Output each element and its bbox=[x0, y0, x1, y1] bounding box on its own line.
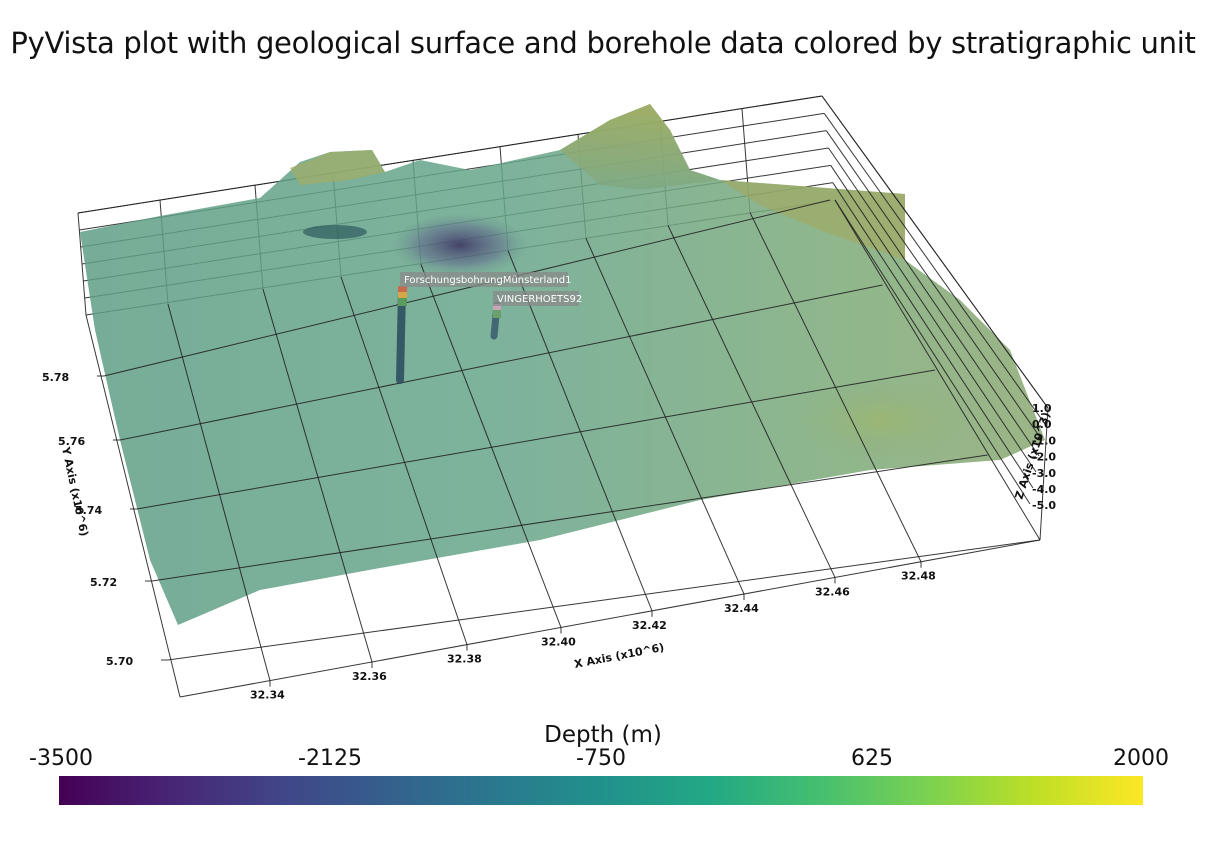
y-tick-label: 5.76 bbox=[58, 435, 85, 448]
x-axis-title: X Axis (x10^6) bbox=[573, 641, 665, 671]
x-tick-label: 32.34 bbox=[250, 689, 285, 702]
z-tick-label: -4.0 bbox=[1032, 483, 1056, 496]
grid-floor bbox=[85, 199, 1041, 698]
x-gridline bbox=[262, 289, 373, 663]
z-tick-label: -2.0 bbox=[1032, 451, 1056, 464]
colorbar-tick-label: 2000 bbox=[1113, 746, 1169, 771]
svg-text:ForschungsbohrungMünsterland1: ForschungsbohrungMünsterland1 bbox=[404, 275, 572, 286]
surface-highlight bbox=[790, 380, 970, 460]
x-gridline bbox=[420, 264, 562, 628]
x-gridline bbox=[667, 225, 836, 578]
z-gridline-right bbox=[832, 182, 1034, 489]
borehole-forschungsbohrung[interactable] bbox=[396, 286, 407, 384]
x-gridline bbox=[167, 303, 271, 681]
y-axis-title: Y Axis (x10^6) bbox=[59, 445, 91, 538]
grid-right-wall bbox=[821, 95, 1049, 541]
z-gridline-right bbox=[834, 199, 1031, 505]
z-tick-label: -3.0 bbox=[1032, 467, 1056, 480]
z-gridline-right bbox=[825, 130, 1043, 441]
colorbar-tick-label: 625 bbox=[851, 746, 893, 771]
colorbar-tick-label: -3500 bbox=[29, 746, 93, 771]
chart-title: PyVista plot with geological surface and… bbox=[10, 26, 1196, 60]
floor-front-edge bbox=[179, 539, 1041, 698]
borehole-label-vingerhoets: VINGERHOETS92 bbox=[493, 291, 582, 306]
colorbar-tick-label: -2125 bbox=[298, 746, 362, 771]
y-tick-label: 5.78 bbox=[42, 371, 69, 384]
x-tick-label: 32.48 bbox=[901, 570, 936, 583]
floor-left-edge bbox=[85, 314, 181, 698]
z-tick-label: -1.0 bbox=[1032, 434, 1056, 447]
z-gridline-right bbox=[830, 165, 1037, 473]
z-gridline-right bbox=[828, 147, 1040, 457]
x-tick-label: 32.36 bbox=[352, 670, 387, 683]
y-gridline bbox=[151, 454, 988, 582]
x-tick-label: 32.46 bbox=[815, 585, 850, 598]
colorbar-tick-label: -750 bbox=[576, 746, 626, 771]
x-tick-label: 32.44 bbox=[724, 602, 759, 615]
x-gridline bbox=[585, 238, 745, 595]
y-tick-label: 5.72 bbox=[90, 576, 117, 589]
geological-surface bbox=[80, 104, 1045, 625]
surface-depression-small bbox=[303, 225, 367, 239]
borehole-vingerhoets[interactable] bbox=[490, 301, 501, 340]
y-gridline bbox=[103, 199, 831, 377]
x-gridline bbox=[507, 250, 653, 612]
y-gridline bbox=[167, 539, 1041, 661]
borehole-label-forschungsbohrung: ForschungsbohrungMünsterland1 bbox=[400, 272, 572, 287]
right-bottom-edge bbox=[834, 199, 1041, 541]
x-tick-label: 32.40 bbox=[541, 635, 576, 648]
x-gridline bbox=[340, 276, 468, 645]
z-tick-label: 1.0 bbox=[1032, 402, 1052, 415]
surface-peak bbox=[560, 104, 720, 190]
svg-text:VINGERHOETS92: VINGERHOETS92 bbox=[497, 294, 582, 305]
y-gridline bbox=[119, 284, 883, 441]
z-tick-label: -5.0 bbox=[1032, 499, 1056, 512]
surface-depression bbox=[390, 213, 530, 277]
x-tick-label: 32.42 bbox=[632, 619, 667, 632]
z-tick-label: 0.0 bbox=[1032, 418, 1052, 431]
back-left-edge bbox=[77, 212, 87, 316]
colorbar bbox=[59, 776, 1143, 805]
y-gridline bbox=[136, 369, 936, 510]
y-tick-label: 5.70 bbox=[106, 655, 133, 668]
surface-ridge-left bbox=[290, 150, 385, 185]
colorbar-title: Depth (m) bbox=[544, 722, 662, 748]
y-tick-label: 5.74 bbox=[75, 504, 102, 517]
back-top-edge bbox=[77, 95, 823, 214]
right-front-edge bbox=[1039, 407, 1049, 541]
z-gridline-right bbox=[823, 113, 1046, 425]
right-top-edge bbox=[821, 95, 1049, 409]
x-tick-label: 32.38 bbox=[447, 653, 482, 666]
